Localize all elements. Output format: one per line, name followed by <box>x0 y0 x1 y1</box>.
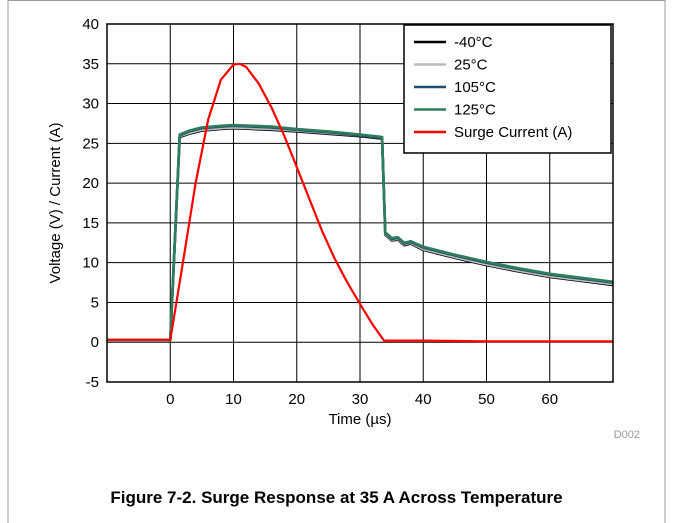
figure-caption: Figure 7-2. Surge Response at 35 A Acros… <box>110 488 563 507</box>
x-tick-label: 10 <box>225 391 242 408</box>
y-tick-label: 30 <box>82 96 99 113</box>
legend-entry: 25°C <box>454 57 488 74</box>
legend-entry: 105°C <box>454 79 496 96</box>
x-tick-label: 0 <box>166 391 174 408</box>
y-tick-label: -5 <box>86 374 99 391</box>
y-axis-label: Voltage (V) / Current (A) <box>47 123 64 284</box>
legend-entry: -40°C <box>454 34 493 51</box>
y-tick-label: 5 <box>91 294 99 311</box>
figure-code: D002 <box>614 429 640 441</box>
legend: -40°C 25°C 105°C 125°C Surge Current (A) <box>403 24 612 154</box>
y-tick-label: 35 <box>82 56 99 73</box>
y-tick-label: 10 <box>82 255 99 272</box>
x-tick-label: 20 <box>288 391 305 408</box>
y-tick-label: 15 <box>82 215 99 232</box>
plot-area <box>106 23 614 383</box>
x-tick-label: 60 <box>541 391 558 408</box>
y-tick-label: 40 <box>82 16 99 33</box>
x-axis-label: Time (µs) <box>328 411 391 428</box>
x-tick-label: 40 <box>415 391 432 408</box>
series-layer <box>107 62 614 343</box>
series-line <box>107 62 613 343</box>
y-tick-label: 20 <box>82 175 99 192</box>
legend-entry: Surge Current (A) <box>454 124 572 141</box>
x-tick-label: 30 <box>352 391 369 408</box>
tick-labels: 0 10 20 30 40 50 60 -5 0 5 10 15 20 25 30 35 40 <box>82 16 558 408</box>
x-tick-label: 50 <box>478 391 495 408</box>
legend-entry: 125°C <box>454 102 496 119</box>
y-tick-label: 0 <box>91 334 99 351</box>
series-line <box>107 123 614 342</box>
y-tick-label: 25 <box>82 135 99 152</box>
